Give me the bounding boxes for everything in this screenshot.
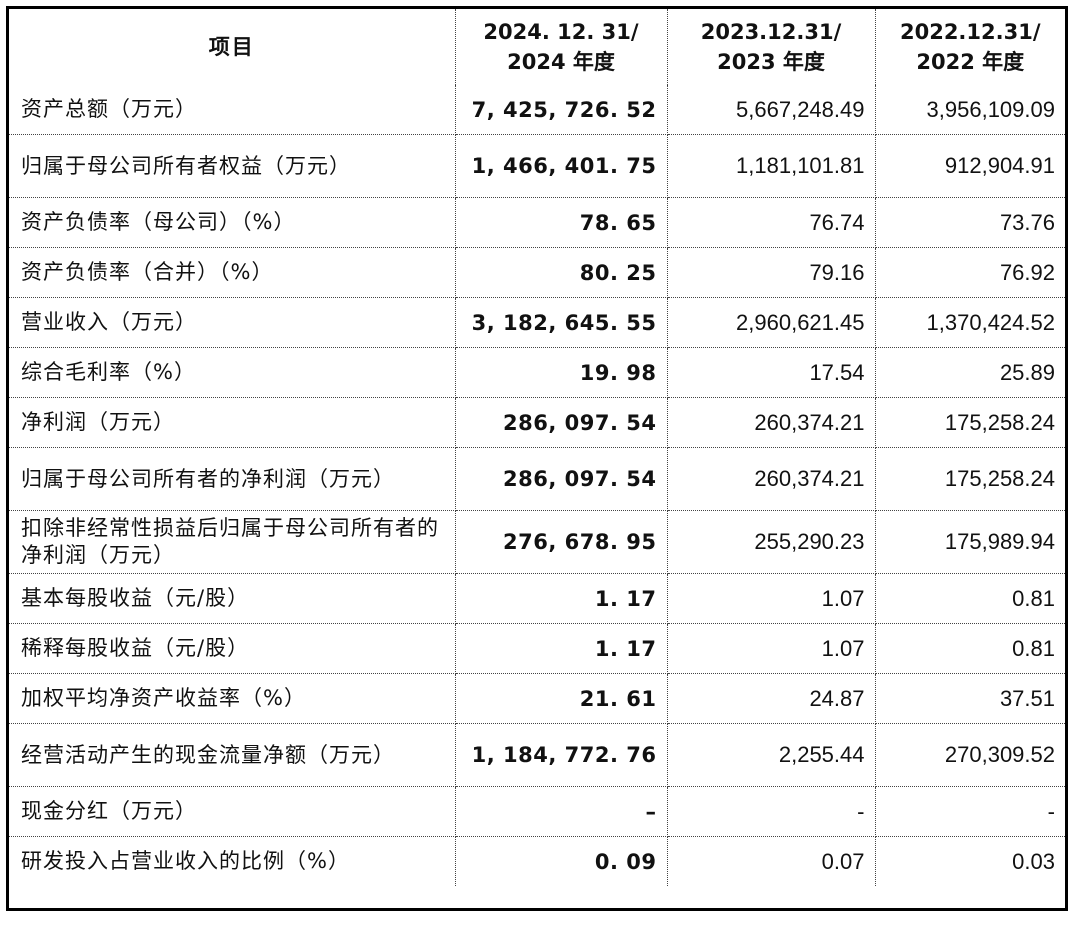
value-2022: 175,989.94 <box>874 510 1065 574</box>
table-row: 营业收入（万元） 3, 182, 645. 55 2,960,621.45 1,… <box>9 297 1065 348</box>
row-label: 净利润（万元） <box>9 397 456 448</box>
value-2024: 1. 17 <box>454 623 668 674</box>
value-2022: 73.76 <box>874 197 1065 248</box>
value-2024: 1, 184, 772. 76 <box>454 723 668 787</box>
value-2023: 79.16 <box>666 247 876 298</box>
table-row: 净利润（万元） 286, 097. 54 260,374.21 175,258.… <box>9 397 1065 448</box>
value-2022: - <box>874 786 1065 837</box>
table-row: 综合毛利率（%） 19. 98 17.54 25.89 <box>9 347 1065 398</box>
value-2024: 1, 466, 401. 75 <box>454 134 668 198</box>
table-row: 经营活动产生的现金流量净额（万元） 1, 184, 772. 76 2,255.… <box>9 723 1065 787</box>
value-2022: 37.51 <box>874 673 1065 724</box>
table-row: 基本每股收益（元/股） 1. 17 1.07 0.81 <box>9 573 1065 624</box>
table-row: 资产总额（万元） 7, 425, 726. 52 5,667,248.49 3,… <box>9 85 1065 135</box>
value-2024: 286, 097. 54 <box>454 397 668 448</box>
row-label: 资产负债率（母公司）（%） <box>9 197 456 248</box>
value-2022: 0.03 <box>874 836 1065 886</box>
row-label: 稀释每股收益（元/股） <box>9 623 456 674</box>
value-2024: 3, 182, 645. 55 <box>454 297 668 348</box>
value-2024: – <box>454 786 668 837</box>
value-2023: 255,290.23 <box>666 510 876 574</box>
value-2022: 1,370,424.52 <box>874 297 1065 348</box>
value-2023: 17.54 <box>666 347 876 398</box>
table-row: 研发投入占营业收入的比例（%） 0. 09 0.07 0.03 <box>9 836 1065 886</box>
value-2024: 286, 097. 54 <box>454 447 668 511</box>
row-label: 现金分红（万元） <box>9 786 456 837</box>
value-2023: 0.07 <box>666 836 876 886</box>
financial-table-frame: 项目 2024. 12. 31/ 2024 年度 2023.12.31/ 202… <box>6 6 1068 911</box>
value-2023: 76.74 <box>666 197 876 248</box>
value-2024: 7, 425, 726. 52 <box>454 85 668 135</box>
table-row: 扣除非经常性损益后归属于母公司所有者的净利润（万元） 276, 678. 95 … <box>9 510 1065 574</box>
value-2022: 0.81 <box>874 573 1065 624</box>
value-2023: 1.07 <box>666 623 876 674</box>
row-label: 经营活动产生的现金流量净额（万元） <box>9 723 456 787</box>
value-2024: 1. 17 <box>454 573 668 624</box>
value-2023: 5,667,248.49 <box>666 85 876 135</box>
header-item: 项目 <box>9 9 456 85</box>
table-row: 归属于母公司所有者的净利润（万元） 286, 097. 54 260,374.2… <box>9 447 1065 511</box>
value-2022: 76.92 <box>874 247 1065 298</box>
row-label: 综合毛利率（%） <box>9 347 456 398</box>
header-2022: 2022.12.31/ 2022 年度 <box>874 9 1065 85</box>
row-label: 资产总额（万元） <box>9 85 456 135</box>
table-row: 加权平均净资产收益率（%） 21. 61 24.87 37.51 <box>9 673 1065 724</box>
value-2024: 276, 678. 95 <box>454 510 668 574</box>
value-2023: 2,255.44 <box>666 723 876 787</box>
value-2024: 19. 98 <box>454 347 668 398</box>
value-2022: 0.81 <box>874 623 1065 674</box>
row-label: 归属于母公司所有者权益（万元） <box>9 134 456 198</box>
value-2024: 80. 25 <box>454 247 668 298</box>
row-label: 基本每股收益（元/股） <box>9 573 456 624</box>
value-2022: 270,309.52 <box>874 723 1065 787</box>
table-row: 稀释每股收益（元/股） 1. 17 1.07 0.81 <box>9 623 1065 674</box>
header-row: 项目 2024. 12. 31/ 2024 年度 2023.12.31/ 202… <box>9 9 1065 85</box>
table-row: 现金分红（万元） – - - <box>9 786 1065 837</box>
value-2023: - <box>666 786 876 837</box>
value-2022: 25.89 <box>874 347 1065 398</box>
value-2023: 1.07 <box>666 573 876 624</box>
value-2022: 175,258.24 <box>874 397 1065 448</box>
value-2024: 21. 61 <box>454 673 668 724</box>
header-2023: 2023.12.31/ 2023 年度 <box>666 9 876 85</box>
header-2024: 2024. 12. 31/ 2024 年度 <box>454 9 668 85</box>
row-label: 营业收入（万元） <box>9 297 456 348</box>
row-label: 加权平均净资产收益率（%） <box>9 673 456 724</box>
value-2024: 0. 09 <box>454 836 668 886</box>
value-2023: 24.87 <box>666 673 876 724</box>
value-2022: 912,904.91 <box>874 134 1065 198</box>
table-row: 资产负债率（母公司）（%） 78. 65 76.74 73.76 <box>9 197 1065 248</box>
value-2022: 175,258.24 <box>874 447 1065 511</box>
financial-summary-table: 项目 2024. 12. 31/ 2024 年度 2023.12.31/ 202… <box>9 9 1065 886</box>
row-label: 研发投入占营业收入的比例（%） <box>9 836 456 886</box>
row-label: 归属于母公司所有者的净利润（万元） <box>9 447 456 511</box>
row-label: 扣除非经常性损益后归属于母公司所有者的净利润（万元） <box>9 510 456 574</box>
table-row: 归属于母公司所有者权益（万元） 1, 466, 401. 75 1,181,10… <box>9 134 1065 198</box>
value-2023: 2,960,621.45 <box>666 297 876 348</box>
value-2022: 3,956,109.09 <box>874 85 1065 135</box>
value-2023: 1,181,101.81 <box>666 134 876 198</box>
value-2023: 260,374.21 <box>666 447 876 511</box>
value-2023: 260,374.21 <box>666 397 876 448</box>
table-row: 资产负债率（合并）（%） 80. 25 79.16 76.92 <box>9 247 1065 298</box>
value-2024: 78. 65 <box>454 197 668 248</box>
row-label: 资产负债率（合并）（%） <box>9 247 456 298</box>
